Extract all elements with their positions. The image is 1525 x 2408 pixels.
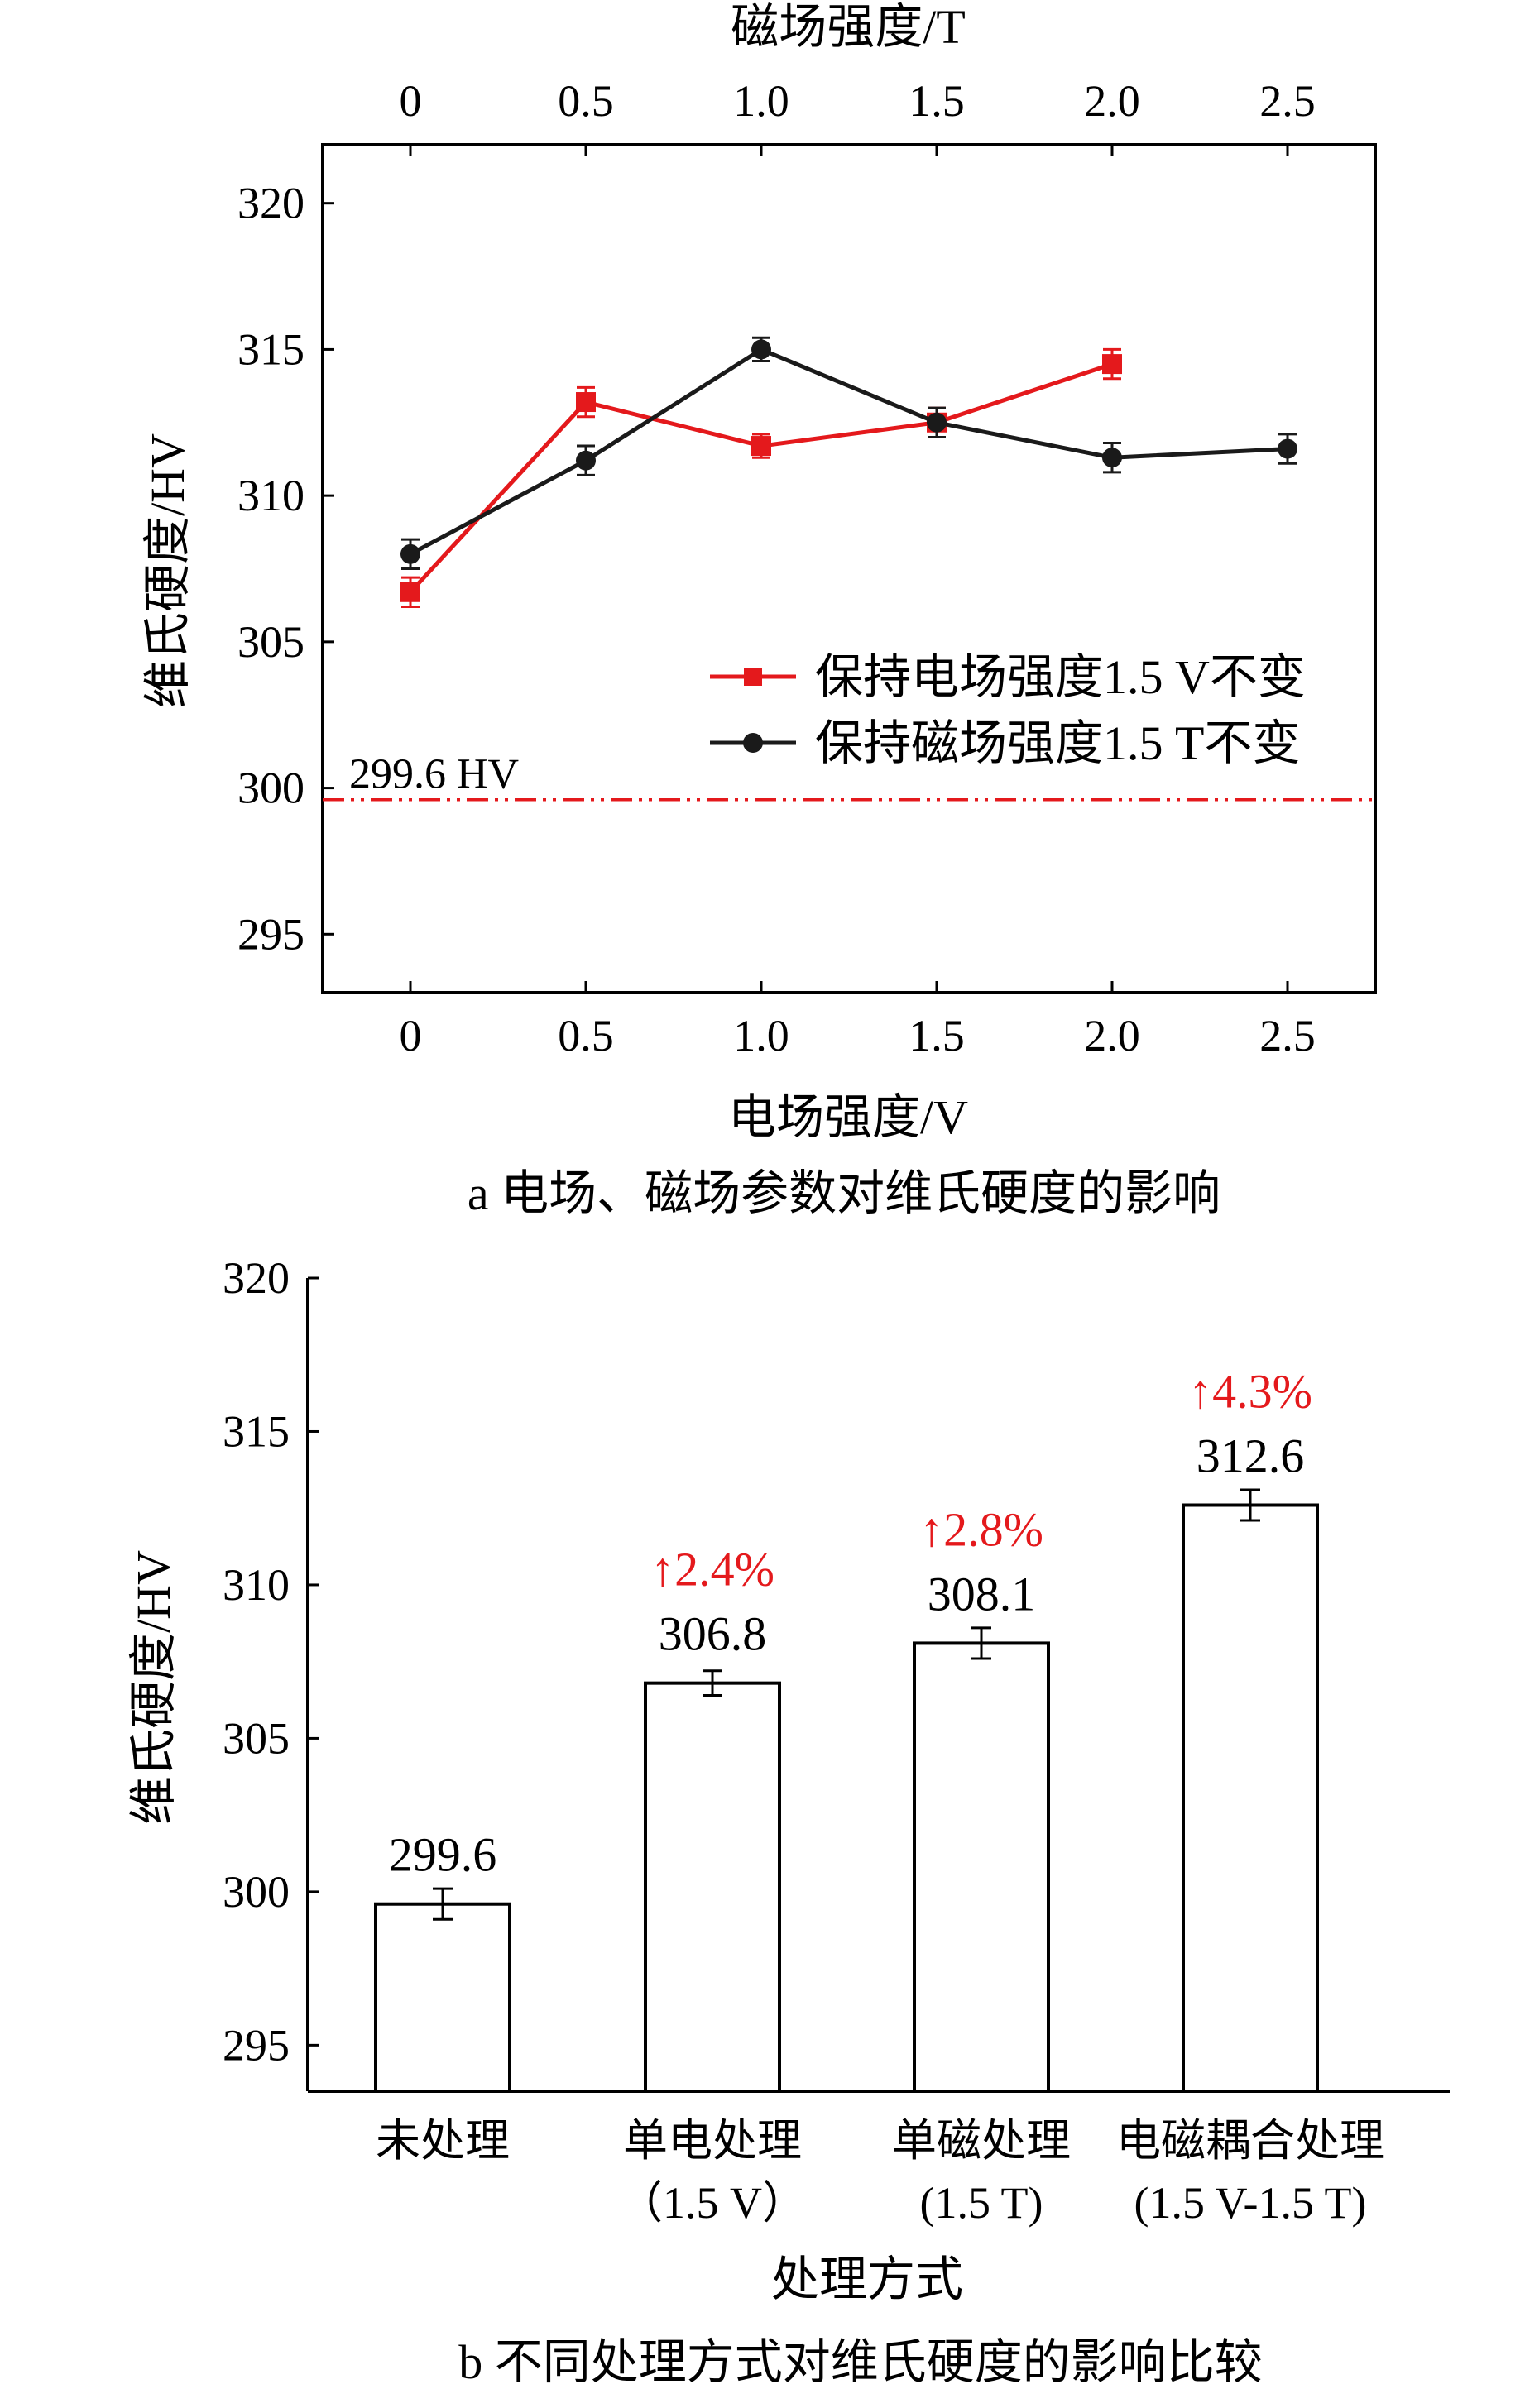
y-tick-label: 315 [237, 324, 305, 374]
series-line [409, 361, 1113, 594]
chart-b-x-axis-label: 处理方式 [771, 2252, 963, 2306]
data-point [1102, 448, 1122, 468]
chart-a-top-axis-label: 磁场强度/T [731, 0, 966, 54]
increase-label: ↑4.3% [1188, 1364, 1312, 1418]
legend-marker [744, 668, 762, 686]
y-tick-label: 320 [237, 179, 305, 228]
x-tick-label-top: 2.0 [1084, 76, 1140, 126]
chart-a-frame [321, 143, 1377, 994]
data-point [1102, 354, 1122, 375]
bar [374, 1902, 511, 2094]
x-tick-label-bottom: 0.5 [558, 1011, 614, 1060]
data-point [751, 436, 771, 457]
x-tick-label-bottom: 1.0 [733, 1011, 789, 1060]
chart-a: 磁场强度/T 维氏硬度/HV 电场强度/V a 电场、磁场参数对维氏硬度的影响 … [141, 0, 1377, 1220]
x-tick-label-top: 0.5 [558, 76, 614, 126]
series-magnetic-field-constant [400, 336, 1297, 570]
category-label: 电磁耦合处理 [1116, 2116, 1384, 2166]
x-tick-label-top: 1.0 [733, 76, 789, 126]
category-label: (1.5 T) [920, 2178, 1043, 2228]
category-label: 未处理 [376, 2116, 510, 2166]
legend-label: 保持磁场强度1.5 T不变 [815, 716, 1300, 770]
bar [913, 1641, 1050, 2093]
category-label: (1.5 V-1.5 T) [1134, 2178, 1366, 2228]
y-tick-label: 305 [237, 617, 305, 667]
x-tick-label-top: 0 [400, 76, 422, 126]
data-point [751, 339, 771, 360]
y-tick-label: 295 [223, 2020, 290, 2070]
bar-group: 312.6 ↑4.3% 电磁耦合处理 (1.5 V-1.5 T) [1116, 1364, 1384, 2228]
chart-a-y-axis-label: 维氏硬度/HV [141, 433, 194, 708]
y-tick-label: 300 [237, 764, 305, 813]
bar-value-label: 312.6 [1197, 1429, 1305, 1482]
chart-a-caption: a 电场、磁场参数对维氏硬度的影响 [468, 1166, 1220, 1220]
x-tick-label-bottom: 2.0 [1084, 1011, 1140, 1060]
x-tick-label-top: 1.5 [909, 76, 965, 126]
x-tick-label-bottom: 0 [400, 1011, 422, 1060]
bar-group: 308.1 ↑2.8% 单磁处理 (1.5 T) [892, 1502, 1071, 2228]
series-line [409, 347, 1288, 557]
y-tick-label: 300 [223, 1867, 290, 1917]
y-tick-label: 320 [223, 1253, 290, 1303]
data-point [400, 582, 420, 602]
category-label: 单磁处理 [892, 2116, 1071, 2166]
data-point [576, 450, 596, 471]
bar-value-label: 299.6 [389, 1828, 497, 1882]
x-tick-label-top: 2.5 [1259, 76, 1316, 126]
chart-b-y-axis-label: 维氏硬度/HV [127, 1550, 180, 1825]
data-point [400, 543, 420, 564]
category-label: 单电处理 [623, 2116, 802, 2166]
bar-value-label: 306.8 [659, 1607, 767, 1661]
x-tick-label-bottom: 1.5 [909, 1011, 965, 1060]
y-tick-label: 315 [223, 1406, 290, 1456]
y-tick-label: 305 [223, 1713, 290, 1763]
bar [1182, 1503, 1319, 2094]
bar [644, 1681, 781, 2093]
increase-label: ↑2.8% [919, 1502, 1043, 1556]
bar-value-label: 308.1 [928, 1567, 1036, 1620]
chart-a-plot-area: 299.6 HV [323, 336, 1375, 802]
data-point [927, 412, 947, 433]
chart-a-axes: 0 0 0.5 0.5 1.0 1.0 1.5 1.5 2.0 2.0 2.5 2.5 295 300 30… [237, 76, 1377, 1060]
y-tick-label: 295 [237, 909, 305, 959]
bar-group: 306.8 ↑2.4% 单电处理 （1.5 V） [618, 1543, 807, 2228]
y-tick-label: 310 [237, 471, 305, 520]
chart-a-x-axis-label: 电场强度/V [728, 1090, 968, 1144]
increase-label: ↑2.4% [650, 1543, 774, 1597]
chart-b-caption: b 不同处理方式对维氏硬度的影响比较 [458, 2335, 1263, 2389]
bar-group: 299.6 未处理 [374, 1828, 511, 2166]
data-point [576, 392, 596, 413]
legend-label: 保持电场强度1.5 V不变 [815, 650, 1306, 704]
legend-marker [743, 733, 763, 753]
chart-b: 维氏硬度/HV 处理方式 b 不同处理方式对维氏硬度的影响比较 295 300 30… [127, 1253, 1450, 2389]
chart-b-plot-area: 299.6 未处理 306.8 ↑2.4% 单电处理 （1.5 V） 308.1 ↑2.8% 单… [374, 1364, 1384, 2228]
series-electric-field-constant [400, 347, 1122, 608]
x-tick-label-bottom: 2.5 [1259, 1011, 1316, 1060]
reference-label: 299.6 HV [349, 751, 519, 798]
category-label: （1.5 V） [618, 2178, 807, 2228]
data-point [1278, 438, 1297, 459]
y-tick-label: 310 [223, 1560, 290, 1610]
